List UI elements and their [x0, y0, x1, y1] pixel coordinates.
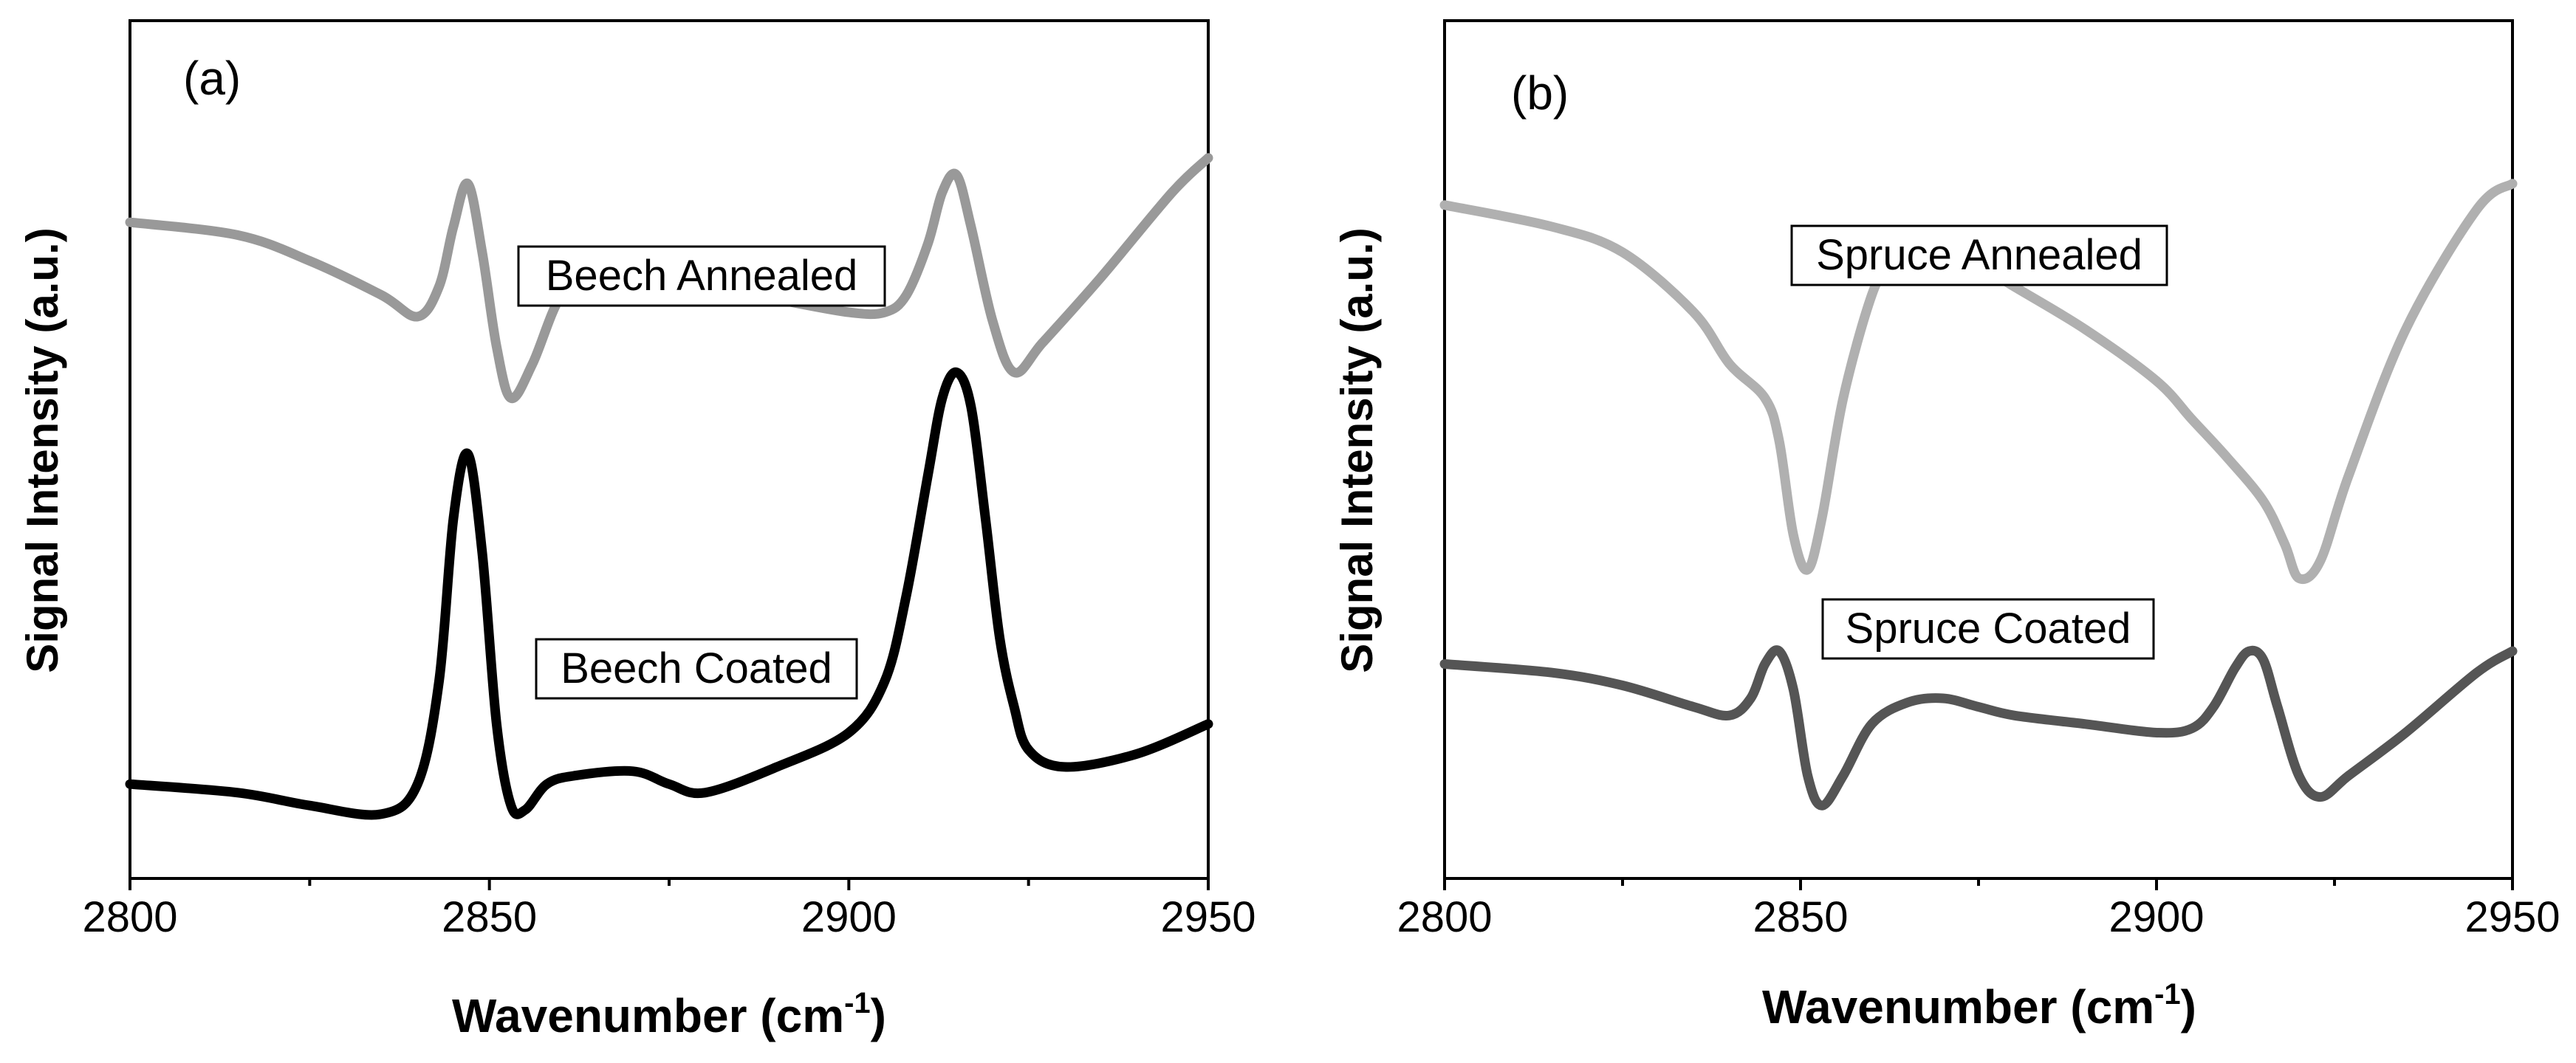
x-axis-label-b-main: Wavenumber (cm: [1762, 980, 2154, 1033]
annotation-box-spruce-annealed-frame: [1790, 224, 2168, 286]
chart-panel-a: (a) 2800 2850 2900 2950 Beech Annealed Beec…: [18, 19, 1256, 1042]
x-tick-label-b-2950: 2950: [2464, 893, 2560, 941]
x-tick-label-a-2850: 2850: [442, 893, 537, 941]
annotation-box-spruce-annealed: Spruce Annealed: [1790, 224, 2168, 286]
x-tick-label-b-2800: 2800: [1397, 893, 1492, 941]
x-tick-label-b-2850: 2850: [1753, 893, 1848, 941]
annotation-box-beech-coated: Beech Coated: [535, 638, 858, 700]
annotation-beech-annealed: Beech Annealed: [546, 252, 857, 300]
annotation-spruce-annealed: Spruce Annealed: [1816, 231, 2142, 279]
annotation-spruce-coated: Spruce Coated: [1846, 605, 2131, 653]
x-tick-label-a-2950: 2950: [1160, 893, 1256, 941]
x-tick-label-a-2800: 2800: [82, 893, 177, 941]
x-axis-label-a: Wavenumber (cm-1): [452, 987, 886, 1042]
x-tick-labels-a: 2800 2850 2900 2950: [82, 893, 1256, 941]
annotation-beech-coated: Beech Coated: [561, 644, 832, 692]
x-axis-label-a-close: ): [871, 989, 886, 1042]
x-axis-label-b: Wavenumber (cm-1): [1762, 978, 2196, 1033]
x-axis-label-a-main: Wavenumber (cm: [452, 989, 844, 1042]
panel-label-a: (a): [183, 52, 241, 105]
series-line-spruce-coated: [1439, 645, 2518, 811]
y-axis-label-a: Signal Intensity (a.u.): [18, 227, 67, 672]
x-tick-label-b-2900: 2900: [2109, 893, 2204, 941]
chart-panel-b: (b) 2800 2850 2900 2950 Spruce Annealed Spr…: [1332, 19, 2560, 1033]
annotation-box-spruce-coated: Spruce Coated: [1821, 598, 2155, 660]
x-tick-marks-a: [129, 878, 1210, 890]
panel-label-b: (b): [1511, 66, 1569, 120]
x-axis-label-b-sup: -1: [2154, 978, 2181, 1011]
annotation-box-beech-annealed: Beech Annealed: [517, 245, 886, 307]
x-tick-labels-b: 2800 2850 2900 2950: [1397, 893, 2560, 941]
x-tick-marks-b: [1443, 878, 2514, 890]
x-tick-label-a-2900: 2900: [801, 893, 897, 941]
series-line-beech-coated: [125, 367, 1213, 820]
annotation-box-beech-coated-frame: [535, 638, 858, 700]
y-axis-label-b: Signal Intensity (a.u.): [1332, 227, 1382, 672]
annotation-box-spruce-coated-frame: [1821, 598, 2155, 660]
x-axis-label-b-close: ): [2181, 980, 2196, 1033]
annotation-box-beech-annealed-frame: [517, 245, 886, 307]
x-axis-label-a-sup: -1: [844, 987, 871, 1019]
